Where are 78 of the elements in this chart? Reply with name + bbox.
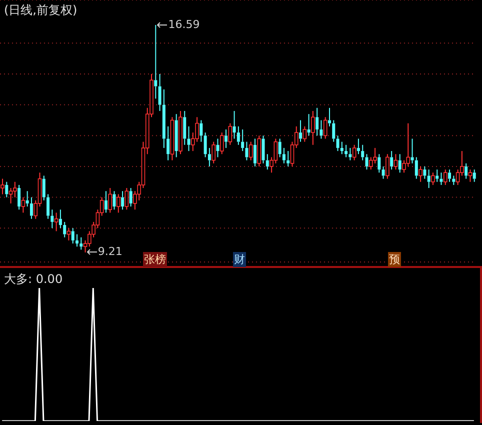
candlestick — [54, 212, 58, 232]
candlestick — [121, 190, 124, 210]
candlestick — [340, 141, 344, 155]
candlestick — [390, 150, 394, 170]
candlestick — [183, 110, 186, 146]
candlestick — [386, 154, 390, 180]
candlestick — [332, 120, 336, 142]
candlestick — [378, 154, 381, 174]
candlestick — [187, 126, 190, 152]
candlestick — [158, 73, 162, 112]
candlestick — [200, 120, 203, 142]
chart-title: (日线,前复权) — [4, 2, 78, 19]
candlestick — [278, 138, 282, 158]
candlestick — [266, 154, 269, 170]
candlestick — [162, 88, 166, 148]
candlestick — [71, 228, 74, 244]
candlestick — [365, 154, 368, 170]
candlestick — [76, 234, 79, 248]
candlestick — [262, 135, 265, 164]
candlestick — [299, 120, 302, 142]
candlestick — [154, 24, 158, 100]
candlestick — [253, 138, 256, 167]
candlestick — [423, 166, 426, 180]
candlestick — [224, 128, 228, 148]
candlestick — [46, 194, 50, 220]
candlestick — [208, 147, 211, 167]
candlestick — [241, 128, 244, 152]
annotation: 预 — [388, 252, 401, 267]
candlestick — [195, 116, 199, 142]
candlestick — [344, 144, 348, 158]
candlestick — [170, 116, 174, 161]
candlestick — [448, 169, 452, 182]
candlestick — [282, 147, 286, 164]
chart-title: 大多: 0.00 — [4, 271, 63, 288]
candlestick — [361, 144, 364, 161]
candlestick — [58, 209, 62, 229]
annotation: 9.21 — [98, 245, 122, 258]
candlestick — [320, 120, 323, 140]
candlestick — [50, 209, 54, 229]
candlestick — [104, 190, 108, 214]
candlestick — [336, 135, 340, 152]
candlestick — [427, 169, 430, 189]
candlestick — [232, 110, 236, 140]
candlestick — [112, 190, 116, 210]
candlestick — [348, 147, 352, 161]
candlestick — [26, 190, 29, 208]
candlestick — [80, 236, 83, 250]
candlestick — [204, 132, 207, 158]
candlestick — [398, 154, 402, 174]
candlestick — [245, 141, 248, 161]
candlestick — [382, 166, 385, 180]
candlestick — [472, 169, 476, 182]
candlestick — [216, 138, 220, 158]
candlestick — [414, 156, 418, 180]
candlestick — [436, 169, 439, 182]
candlestick — [42, 175, 46, 201]
annotation: 张榜 — [143, 252, 167, 267]
candlestick — [307, 114, 310, 136]
candlestick — [129, 188, 132, 208]
annotation: 16.59 — [168, 18, 200, 31]
candlestick — [166, 126, 170, 161]
candlestick — [440, 172, 443, 186]
candlestick — [174, 114, 178, 158]
candlestick — [356, 138, 360, 155]
candlestick — [464, 162, 468, 180]
candlestick — [373, 147, 377, 164]
candlestick — [274, 138, 278, 164]
candlestick — [5, 181, 8, 198]
candlestick — [328, 107, 331, 127]
candlestick — [18, 184, 21, 210]
annotation: 财 — [233, 252, 246, 267]
candlestick — [452, 175, 456, 186]
candlestick — [286, 150, 290, 167]
candlestick — [236, 126, 240, 146]
candlestick — [63, 221, 66, 238]
candlestick — [30, 196, 33, 220]
candlestick — [316, 107, 319, 136]
candlestick — [410, 138, 414, 164]
